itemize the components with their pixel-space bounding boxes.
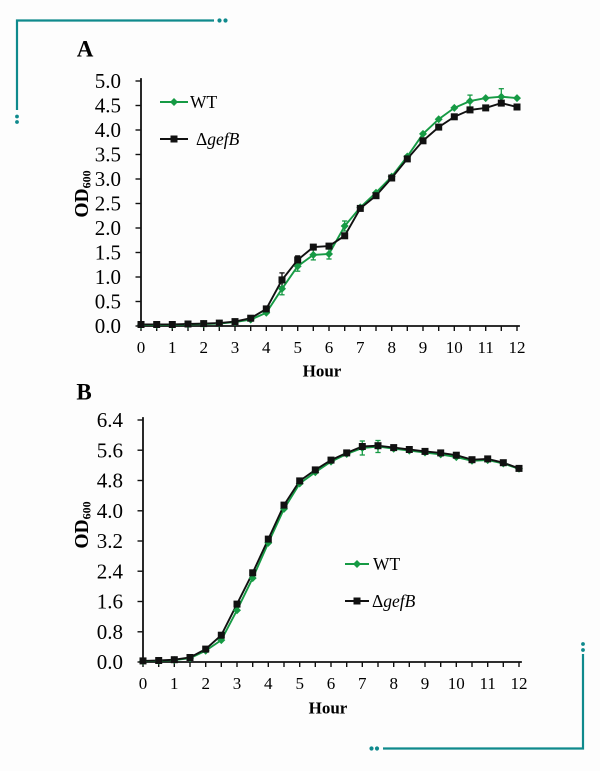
svg-text:1: 1	[168, 338, 177, 357]
svg-text:0.0: 0.0	[97, 650, 123, 674]
svg-text:2.0: 2.0	[95, 216, 121, 240]
svg-text:4.0: 4.0	[95, 118, 121, 142]
svg-text:7: 7	[358, 674, 367, 693]
svg-text:8: 8	[389, 674, 398, 693]
svg-text:2.5: 2.5	[95, 192, 121, 216]
svg-text:0.5: 0.5	[95, 290, 121, 314]
svg-text:0: 0	[139, 674, 148, 693]
svg-text:11: 11	[480, 674, 496, 693]
svg-text:1.0: 1.0	[95, 265, 121, 289]
svg-text:A: A	[77, 37, 94, 62]
svg-text:0: 0	[137, 338, 146, 357]
svg-text:Hour: Hour	[309, 699, 348, 718]
svg-text:4.5: 4.5	[95, 94, 121, 118]
svg-text:6: 6	[327, 674, 336, 693]
svg-text:12: 12	[509, 338, 526, 357]
svg-text:3.2: 3.2	[97, 529, 123, 553]
svg-text:11: 11	[478, 338, 494, 357]
svg-text:6.4: 6.4	[97, 408, 124, 432]
svg-text:3: 3	[233, 674, 242, 693]
svg-text:9: 9	[419, 338, 428, 357]
svg-text:9: 9	[421, 674, 430, 693]
svg-text:8: 8	[387, 338, 396, 357]
svg-text:10: 10	[448, 674, 465, 693]
svg-text:WT: WT	[190, 92, 218, 112]
svg-text:12: 12	[511, 674, 528, 693]
svg-text:2: 2	[201, 674, 210, 693]
svg-text:5.6: 5.6	[97, 438, 123, 462]
svg-text:4.0: 4.0	[97, 499, 123, 523]
svg-text:Hour: Hour	[303, 362, 342, 381]
svg-text:3.5: 3.5	[95, 143, 121, 167]
svg-text:ΔgefB: ΔgefB	[196, 129, 240, 149]
svg-text:7: 7	[356, 338, 365, 357]
svg-text:5: 5	[293, 338, 302, 357]
svg-text:1.6: 1.6	[97, 590, 123, 614]
svg-text:WT: WT	[373, 554, 401, 574]
svg-text:6: 6	[325, 338, 334, 357]
svg-text:10: 10	[446, 338, 463, 357]
svg-text:4: 4	[262, 338, 271, 357]
svg-text:1.5: 1.5	[95, 241, 121, 265]
svg-text:ΔgefB: ΔgefB	[372, 591, 416, 611]
svg-text:1: 1	[170, 674, 179, 693]
svg-text:0.8: 0.8	[97, 620, 123, 644]
svg-text:4.8: 4.8	[97, 469, 123, 493]
svg-text:3.0: 3.0	[95, 167, 121, 191]
svg-text:0.0: 0.0	[95, 314, 121, 338]
svg-text:5: 5	[295, 674, 304, 693]
svg-text:4: 4	[264, 674, 273, 693]
svg-text:2: 2	[199, 338, 208, 357]
svg-text:5.0: 5.0	[95, 69, 121, 93]
svg-text:2.4: 2.4	[97, 559, 124, 583]
svg-text:3: 3	[231, 338, 240, 357]
svg-text:B: B	[76, 380, 91, 405]
